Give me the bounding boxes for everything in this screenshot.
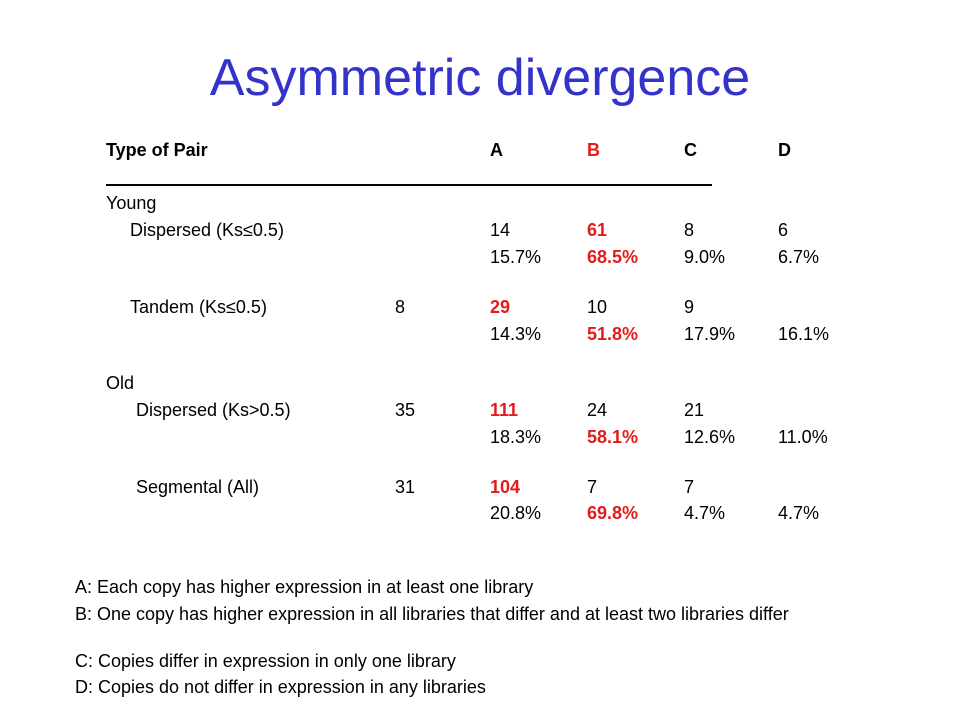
row-label-old-dispersed: Dispersed (Ks>0.5): [136, 400, 291, 420]
cell-young-tandem-b-percent: 51.8%: [587, 324, 639, 344]
cell-old-dispersed-a-count: 35: [395, 400, 416, 420]
cell-young-dispersed-d-percent: 6.7%: [778, 247, 820, 267]
cell-old-segmental-c-count: 7: [587, 477, 598, 497]
cell-young-dispersed-d-count: 6: [778, 220, 789, 240]
cell-young-tandem-d-percent: 16.1%: [778, 324, 830, 344]
header-d: D: [778, 140, 791, 160]
row-label-young-dispersed: Dispersed (Ks≤0.5): [130, 220, 284, 240]
cell-old-dispersed-c-count: 24: [587, 400, 608, 420]
cell-old-dispersed-b-percent: 58.1%: [587, 427, 639, 447]
cell-young-dispersed-a-count: 14: [490, 220, 511, 240]
cell-old-dispersed-d-percent: 11.0%: [778, 427, 828, 447]
cell-old-segmental-a-percent: 20.8%: [490, 503, 542, 523]
row-label-old-segmental: Segmental (All): [136, 477, 260, 497]
cell-young-tandem-a-percent: 14.3%: [490, 324, 542, 344]
legend-a: A: Each copy has higher expression in at…: [75, 577, 534, 597]
legend-c: C: Copies differ in expression in only o…: [75, 651, 456, 671]
legend-d: D: Copies do not differ in expression in…: [75, 677, 486, 697]
cell-young-dispersed-c-percent: 9.0%: [684, 247, 726, 267]
cell-young-dispersed-a-percent: 15.7%: [490, 247, 542, 267]
header-c: C: [684, 140, 697, 160]
cell-young-tandem-a-count: 8: [395, 297, 406, 317]
cell-young-dispersed-b-percent: 68.5%: [587, 247, 639, 267]
cell-young-tandem-c-percent: 17.9%: [684, 324, 736, 344]
cell-young-tandem-b-count: 29: [490, 297, 511, 317]
group-label-young: Young: [106, 193, 157, 213]
cell-old-dispersed-d-count: 21: [684, 400, 705, 420]
cell-old-segmental-b-count: 104: [490, 477, 521, 497]
header-type-of-pair: Type of Pair: [106, 140, 208, 160]
cell-young-dispersed-c-count: 8: [684, 220, 695, 240]
header-b: B: [587, 140, 600, 160]
cell-old-segmental-d-percent: 4.7%: [778, 503, 820, 523]
cell-old-segmental-b-percent: 69.8%: [587, 503, 639, 523]
row-label-young-tandem: Tandem (Ks≤0.5): [130, 297, 267, 317]
slide-title: Asymmetric divergence: [209, 49, 751, 107]
legend-b: B: One copy has higher expression in all…: [75, 604, 789, 624]
cell-old-segmental-d-count: 7: [684, 477, 695, 497]
cell-old-segmental-a-count: 31: [395, 477, 416, 497]
group-label-old: Old: [106, 373, 135, 393]
cell-young-tandem-d-count: 9: [684, 297, 695, 317]
cell-old-dispersed-a-percent: 18.3%: [490, 427, 542, 447]
cell-old-segmental-c-percent: 4.7%: [684, 503, 726, 523]
cell-old-dispersed-b-count: 111: [490, 400, 519, 420]
cell-young-tandem-c-count: 10: [587, 297, 608, 317]
header-rule: [106, 184, 712, 186]
header-a: A: [490, 140, 503, 160]
cell-young-dispersed-b-count: 61: [587, 220, 608, 240]
cell-old-dispersed-c-percent: 12.6%: [684, 427, 736, 447]
